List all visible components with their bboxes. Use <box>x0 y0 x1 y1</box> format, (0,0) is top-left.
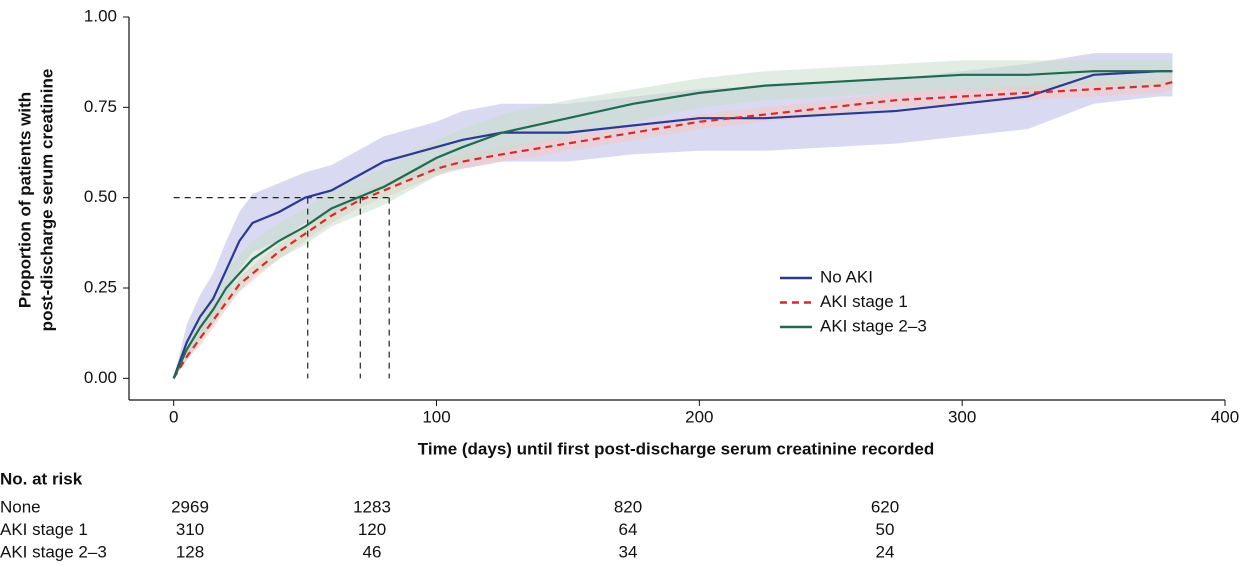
series-line <box>172 80 1173 379</box>
risk-count: 46 <box>363 542 382 561</box>
legend-label: AKI stage 1 <box>820 292 908 311</box>
y-axis-title-line: post-discharge serum creatinine <box>37 69 56 332</box>
risk-count: 820 <box>614 497 642 516</box>
risk-row-label: AKI stage 1 <box>0 520 88 539</box>
risk-count: 120 <box>358 520 386 539</box>
risk-count: 1283 <box>353 497 391 516</box>
risk-count: 310 <box>176 520 204 539</box>
y-tick-label: 0.25 <box>84 277 117 296</box>
confidence-band <box>173 53 1173 379</box>
risk-row-label: None <box>0 497 41 516</box>
risk-count: 24 <box>876 542 895 561</box>
y-axis-title-line: Proportion of patients with <box>15 92 34 308</box>
x-axis-title: Time (days) until first post-discharge s… <box>418 439 934 458</box>
risk-count: 64 <box>619 520 638 539</box>
x-tick-label: 400 <box>1211 407 1239 426</box>
risk-count: 620 <box>871 497 899 516</box>
x-tick-label: 0 <box>169 407 178 426</box>
legend-label: AKI stage 2–3 <box>820 316 927 335</box>
series-line <box>172 70 1173 379</box>
y-tick-label: 0.75 <box>84 97 117 116</box>
y-tick-label: 0.50 <box>84 187 117 206</box>
risk-row-label: AKI stage 2–3 <box>0 542 107 561</box>
x-tick-label: 200 <box>685 407 713 426</box>
y-tick-label: 0.00 <box>84 368 117 387</box>
risk-table-title: No. at risk <box>0 469 83 488</box>
x-tick-label: 100 <box>422 407 450 426</box>
risk-count: 128 <box>176 542 204 561</box>
risk-count: 50 <box>876 520 895 539</box>
series-line <box>172 70 1173 379</box>
risk-count: 34 <box>619 542 638 561</box>
legend-label: No AKI <box>820 267 873 286</box>
x-tick-label: 300 <box>948 407 976 426</box>
y-axis-title: Proportion of patients with post-dischar… <box>15 69 56 332</box>
risk-count: 2969 <box>171 497 209 516</box>
y-tick-label: 1.00 <box>84 6 117 25</box>
